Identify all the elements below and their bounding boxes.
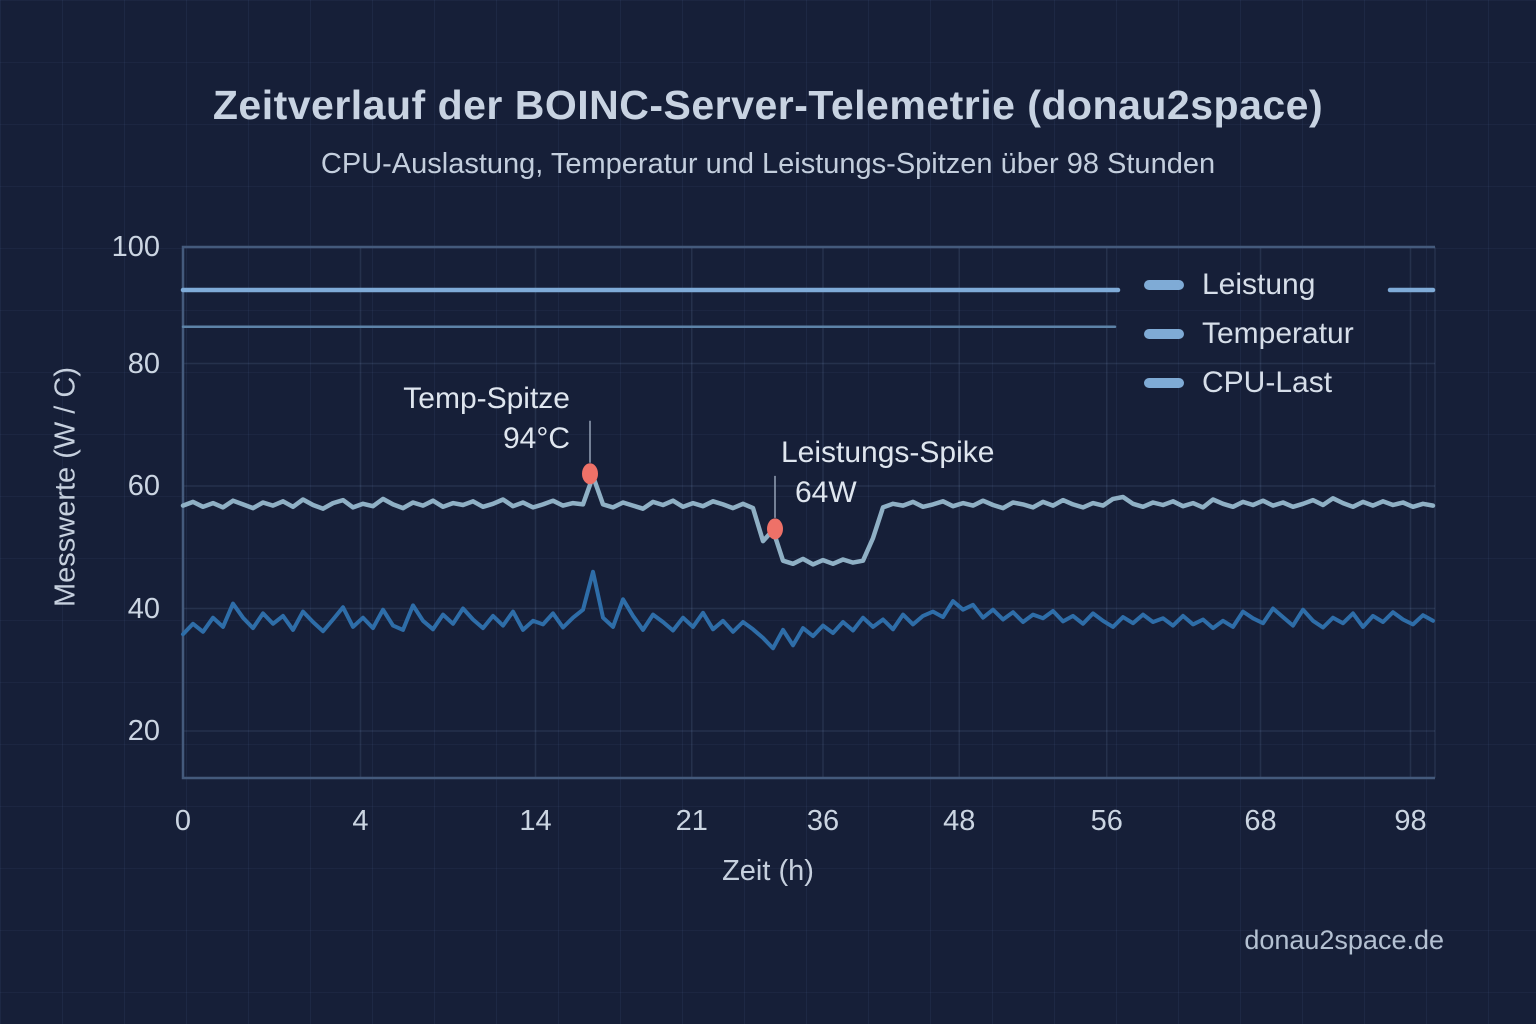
legend-label: CPU-Last [1202, 365, 1333, 399]
x-tick-4: 4 [352, 805, 369, 837]
x-tick-98: 98 [1394, 805, 1427, 837]
x-tick-14: 14 [519, 805, 552, 837]
x-axis-label: Zeit (h) [722, 855, 814, 887]
y-tick-20: 20 [127, 715, 160, 747]
site-watermark: donau2space.de [1244, 925, 1444, 955]
series-line-temperatur [180, 473, 1436, 567]
spike-dot [767, 518, 783, 540]
annotation-value: 94°C [502, 421, 570, 455]
annotation-label: Leistungs-Spike [781, 435, 995, 469]
x-tick-48: 48 [943, 805, 976, 837]
x-tick-68: 68 [1244, 805, 1277, 837]
chart-legend: Leistung Temperatur CPU-Last [1144, 260, 1354, 407]
legend-swatch-icon [1144, 377, 1184, 388]
annotation-label: Temp-Spitze [403, 381, 570, 415]
legend-item-temperatur: Temperatur [1144, 309, 1354, 358]
y-tick-40: 40 [127, 592, 160, 625]
legend-label: Leistung [1202, 267, 1316, 301]
x-tick-36: 36 [806, 805, 840, 837]
chart-title: Zeitverlauf der BOINC-Server-Telemetrie … [212, 82, 1324, 128]
chart-subtitle: CPU-Auslastung, Temperatur und Leistungs… [320, 148, 1216, 180]
legend-swatch-icon [1144, 279, 1184, 290]
x-tick-21: 21 [675, 805, 708, 837]
series-line-cpu-last [181, 569, 1435, 651]
x-tick-56: 56 [1090, 805, 1123, 837]
y-tick-60: 60 [127, 470, 160, 502]
y-tick-100: 100 [111, 231, 160, 263]
spike-dot [582, 463, 598, 485]
legend-item-leistung: Leistung [1144, 260, 1354, 309]
annotation-temp-spitze: Temp-Spitze 94°C [403, 379, 570, 459]
x-tick-0: 0 [174, 805, 192, 837]
axis-border [181, 245, 1435, 780]
annotation-leistungs-spike: Leistungs-Spike 64W [781, 433, 994, 513]
legend-swatch-icon [1144, 328, 1184, 339]
legend-item-cpu-last: CPU-Last [1144, 358, 1354, 407]
y-tick-80: 80 [127, 347, 160, 380]
annotation-value: 64W [795, 475, 857, 509]
legend-label: Temperatur [1202, 316, 1354, 350]
